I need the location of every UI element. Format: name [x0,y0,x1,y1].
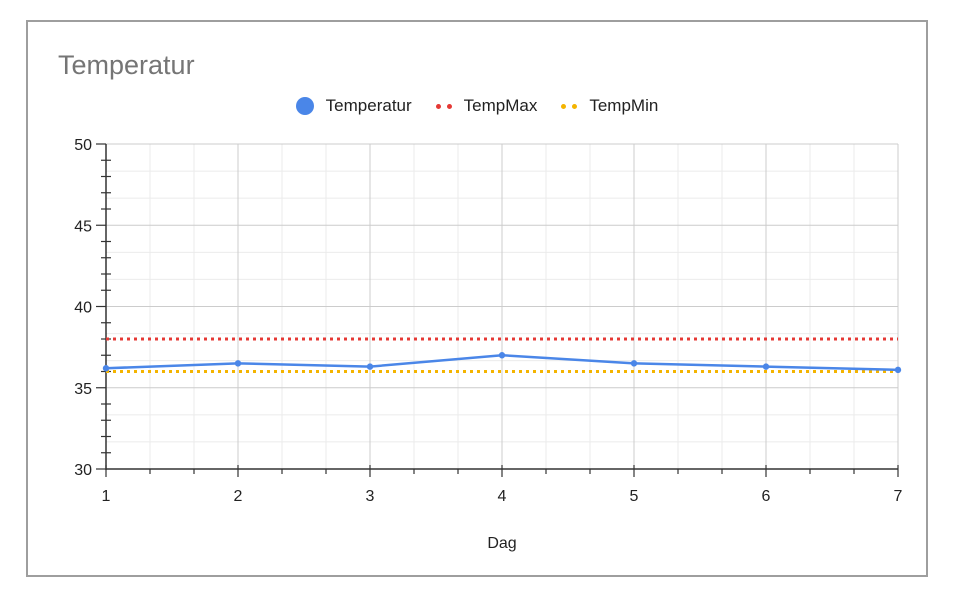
data-point-temperatur [102,365,110,372]
legend-marker-temperatur [295,97,314,115]
x-tick-label: 2 [234,488,243,505]
x-tick-label: 3 [366,488,375,505]
data-point-temperatur [366,363,374,370]
x-tick-label: 1 [102,488,111,505]
x-axis-title: Dag [487,535,516,552]
legend-marker-tempmax [435,103,452,109]
y-tick-label: 50 [74,137,92,154]
chart-title: Temperatur [58,50,195,80]
x-tick-label: 5 [630,488,639,505]
legend-label-tempmax: TempMax [463,96,538,115]
chart-card: Temperatur Temperatur TempMax TempMin [26,20,928,577]
y-tick-label: 30 [74,462,92,479]
y-tick-label: 35 [74,381,92,398]
data-point-temperatur [498,352,506,359]
legend-label-tempmin: TempMin [589,96,659,115]
data-point-temperatur [234,360,242,367]
x-tick-label: 7 [894,488,903,505]
legend: Temperatur TempMax TempMin [28,96,926,116]
data-point-temperatur [630,360,638,367]
legend-item-tempmin[interactable]: TempMin [561,96,658,116]
y-tick-label: 45 [74,218,92,235]
x-tick-label: 4 [498,488,507,505]
legend-item-temperatur[interactable]: Temperatur [295,96,412,116]
legend-marker-tempmin [561,103,578,109]
y-tick-label: 40 [74,300,92,317]
legend-label-temperatur: Temperatur [325,96,412,115]
x-tick-label: 6 [762,488,771,505]
legend-item-tempmax[interactable]: TempMax [435,96,538,116]
data-point-temperatur [762,363,770,370]
data-point-temperatur [894,366,902,374]
